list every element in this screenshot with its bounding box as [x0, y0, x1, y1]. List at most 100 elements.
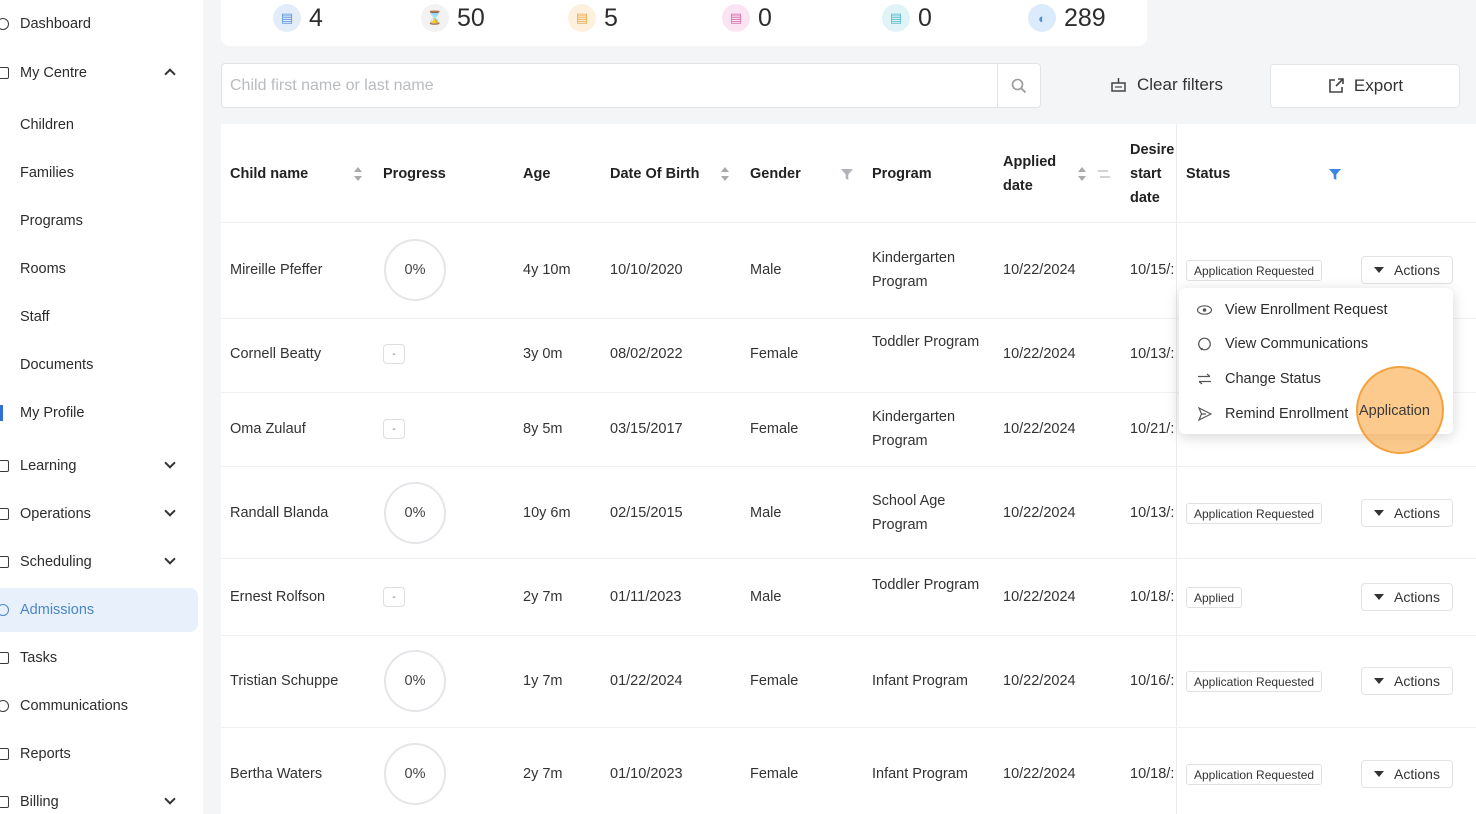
header-age: Age [523, 166, 551, 182]
menu-item-view-enrollment-request[interactable]: View Enrollment Request [1179, 293, 1453, 327]
actions-button[interactable]: Actions [1361, 583, 1453, 611]
clear-filters-button[interactable]: Clear filters [1110, 68, 1223, 102]
approved-doc-icon: ▤ [882, 4, 910, 32]
sidebar-item-families[interactable]: Families [0, 151, 198, 195]
column-filter-icon[interactable] [1098, 169, 1110, 179]
sidebar-item-rooms[interactable]: Rooms [0, 247, 198, 291]
filter-icon[interactable] [841, 169, 853, 180]
cell-program: Toddler Program [872, 334, 980, 350]
cell-child-name[interactable]: Mireille Pfeffer [230, 262, 323, 278]
actions-label: Actions [1394, 766, 1440, 782]
cell-child-name[interactable]: Ernest Rolfson [230, 589, 326, 605]
cell-program: Toddler Program [872, 577, 980, 593]
actions-button[interactable]: Actions [1361, 256, 1453, 284]
status-badge: Application Requested [1186, 764, 1323, 785]
clear-filters-label: Clear filters [1137, 75, 1223, 94]
stat-card[interactable]: ▤ 5 [568, 4, 618, 32]
sidebar-item-children[interactable]: Children [0, 103, 198, 147]
stat-card[interactable]: ◐ 289 [1028, 4, 1106, 32]
header-dob[interactable]: Date Of Birth [610, 166, 700, 182]
sort-icon[interactable] [354, 167, 362, 181]
menu-item-change-status[interactable]: Change Status [1179, 362, 1453, 396]
cell-program: School Age Program [872, 493, 946, 533]
cell-age: 3y 0m [523, 346, 563, 362]
cell-desired-date: 10/13/: [1130, 505, 1175, 521]
sidebar-item-label: Communications [20, 698, 128, 714]
search-button[interactable] [997, 64, 1040, 107]
cell-applied-date: 10/22/2024 [1003, 346, 1076, 362]
cell-child-name[interactable]: Tristian Schuppe [230, 673, 339, 689]
filter-active-icon[interactable] [1329, 169, 1341, 180]
sidebar-item-label: My Profile [20, 405, 85, 421]
calendar-icon [0, 556, 9, 568]
cell-dob: 01/10/2023 [610, 766, 683, 782]
sidebar-item-label: My Centre [20, 65, 87, 81]
status-badge: Application Requested [1186, 671, 1323, 692]
cell-child-name[interactable]: Cornell Beatty [230, 346, 322, 362]
row-divider [221, 635, 1476, 636]
row-divider [221, 222, 1476, 223]
sidebar-item-scheduling[interactable]: Scheduling [0, 540, 198, 584]
cell-dob: 03/15/2017 [610, 421, 683, 437]
sidebar-item-tasks[interactable]: Tasks [0, 636, 198, 680]
sidebar-item-my-centre[interactable]: My Centre [0, 51, 198, 95]
stat-card[interactable]: ▤ 0 [722, 4, 772, 32]
sidebar-item-label: Learning [20, 458, 77, 474]
header-applied-date[interactable]: Applied [1003, 154, 1057, 170]
actions-dropdown-menu: View Enrollment Request View Communicati… [1179, 288, 1453, 434]
cell-child-name[interactable]: Bertha Waters [230, 766, 323, 782]
menu-item-label: View Communications [1225, 336, 1369, 352]
header-child-name[interactable]: Child name [230, 166, 309, 182]
search-input[interactable] [230, 74, 990, 98]
stat-card[interactable]: ⌛ 50 [421, 4, 485, 32]
cell-dob: 10/10/2020 [610, 262, 683, 278]
sidebar-item-staff[interactable]: Staff [0, 295, 198, 339]
cell-dob: 01/22/2024 [610, 673, 683, 689]
sidebar-item-billing[interactable]: Billing [0, 780, 198, 814]
cell-gender: Male [750, 589, 782, 605]
sidebar-item-my-profile[interactable]: My Profile [0, 391, 198, 435]
cell-applied-date: 10/22/2024 [1003, 505, 1076, 521]
stat-value: 289 [1064, 3, 1106, 32]
header-desired-start-date[interactable]: Desire [1130, 142, 1175, 158]
sidebar-item-documents[interactable]: Documents [0, 343, 198, 387]
stat-card[interactable]: ▤ 0 [882, 4, 932, 32]
caret-down-icon [1374, 267, 1385, 273]
cell-child-name[interactable]: Oma Zulauf [230, 421, 306, 437]
progress-circle: 0% [384, 650, 446, 712]
sidebar-item-programs[interactable]: Programs [0, 199, 198, 243]
sidebar-item-communications[interactable]: Communications [0, 684, 198, 728]
progress-circle: 0% [384, 743, 446, 805]
send-icon [1197, 407, 1212, 422]
status-badge: Applied [1186, 587, 1243, 608]
export-button[interactable]: Export [1270, 64, 1460, 108]
total-icon: ◐ [1028, 4, 1056, 32]
actions-label: Actions [1394, 589, 1440, 605]
sidebar-item-admissions[interactable]: Admissions [0, 588, 198, 632]
cell-applied-date: 10/22/2024 [1003, 673, 1076, 689]
row-divider [221, 466, 1476, 467]
stat-value: 0 [918, 3, 932, 32]
cell-age: 2y 7m [523, 766, 563, 782]
sidebar-item-reports[interactable]: Reports [0, 732, 198, 776]
sort-icon[interactable] [1078, 167, 1086, 181]
cell-desired-date: 10/13/: [1130, 346, 1175, 362]
progress-circle: 0% [384, 482, 446, 544]
menu-item-label-continuation[interactable]: Application [1359, 403, 1430, 419]
menu-item-view-communications[interactable]: View Communications [1179, 327, 1453, 361]
sidebar-item-dashboard[interactable]: Dashboard [0, 2, 198, 46]
sort-icon[interactable] [721, 167, 729, 181]
status-badge: Application Requested [1186, 260, 1323, 281]
actions-button[interactable]: Actions [1361, 499, 1453, 527]
menu-item-remind-enrollment-application[interactable]: Remind Enrollment [1179, 397, 1453, 431]
sidebar-item-learning[interactable]: Learning [0, 444, 198, 488]
actions-button[interactable]: Actions [1361, 667, 1453, 695]
sidebar-item-label: Tasks [20, 650, 58, 666]
stat-card[interactable]: ▤ 4 [273, 4, 323, 32]
cell-age: 4y 10m [523, 262, 571, 278]
cell-gender: Male [750, 505, 782, 521]
actions-button[interactable]: Actions [1361, 760, 1453, 788]
sidebar-item-operations[interactable]: Operations [0, 492, 198, 536]
cell-child-name[interactable]: Randall Blanda [230, 505, 329, 521]
